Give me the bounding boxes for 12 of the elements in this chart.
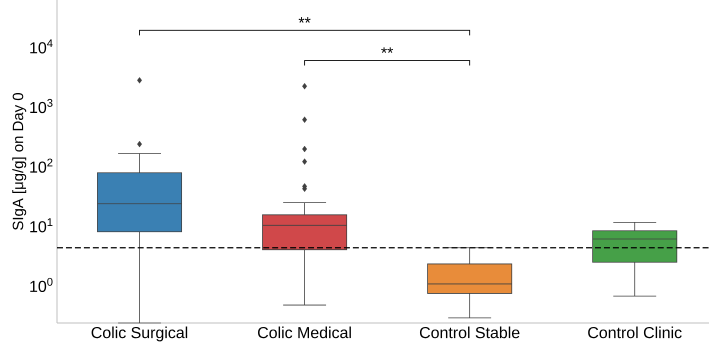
annotation: ** bbox=[298, 17, 311, 23]
x-tick-label: Colic Medical bbox=[258, 326, 351, 338]
y-tick-label: 10$^{0}$ bbox=[30, 278, 53, 292]
y-tick-label: 10$^{4}$ bbox=[30, 39, 53, 54]
y-tick-label: 10$^{1}$ bbox=[30, 218, 52, 232]
y-axis-title: SIgA [μg/g] on Day 0 bbox=[12, 93, 26, 230]
y-tick-label: 10$^{3}$ bbox=[30, 98, 52, 114]
annotation: ** bbox=[381, 47, 394, 53]
y-tick-label: 10$^{2}$ bbox=[30, 158, 52, 173]
x-tick-label: Control Stable bbox=[420, 326, 520, 338]
x-tick-label: Colic Surgical bbox=[92, 326, 188, 342]
x-tick-label: Control Clinic bbox=[588, 326, 682, 338]
